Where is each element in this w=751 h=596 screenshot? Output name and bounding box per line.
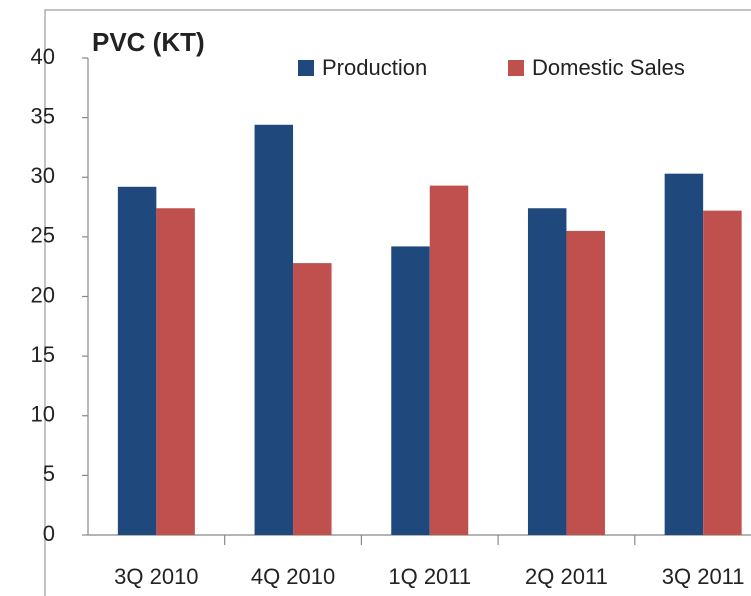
- legend-swatch: [508, 60, 524, 76]
- legend-label: Domestic Sales: [532, 55, 685, 80]
- x-tick-label: 3Q 2011: [662, 564, 745, 589]
- x-tick-label: 2Q 2011: [525, 564, 608, 589]
- y-tick-label: 20: [31, 282, 55, 307]
- x-tick-label: 1Q 2011: [388, 564, 471, 589]
- bar: [527, 208, 567, 535]
- bar: [293, 263, 332, 535]
- y-tick-label: 15: [31, 342, 55, 367]
- y-tick-label: 30: [31, 163, 55, 188]
- x-tick-label: 3Q 2010: [114, 564, 198, 589]
- y-tick-label: 0: [43, 521, 55, 546]
- y-tick-label: 5: [43, 461, 55, 486]
- chart-title: PVC (KT): [92, 27, 205, 57]
- legend-label: Production: [322, 55, 427, 80]
- bar: [391, 246, 430, 536]
- y-tick-label: 35: [31, 103, 55, 128]
- chart-frame: [44, 9, 751, 596]
- y-tick-label: 10: [31, 402, 55, 427]
- bar: [254, 124, 294, 535]
- legend-swatch: [298, 60, 314, 76]
- bar: [664, 173, 704, 536]
- bar: [429, 185, 469, 535]
- y-tick-label: 25: [31, 223, 55, 248]
- bar: [117, 186, 157, 536]
- bar: [566, 230, 605, 535]
- y-tick-label: 40: [31, 44, 55, 69]
- bar: [156, 208, 195, 535]
- x-tick-label: 4Q 2010: [251, 564, 335, 589]
- bar: [703, 210, 742, 535]
